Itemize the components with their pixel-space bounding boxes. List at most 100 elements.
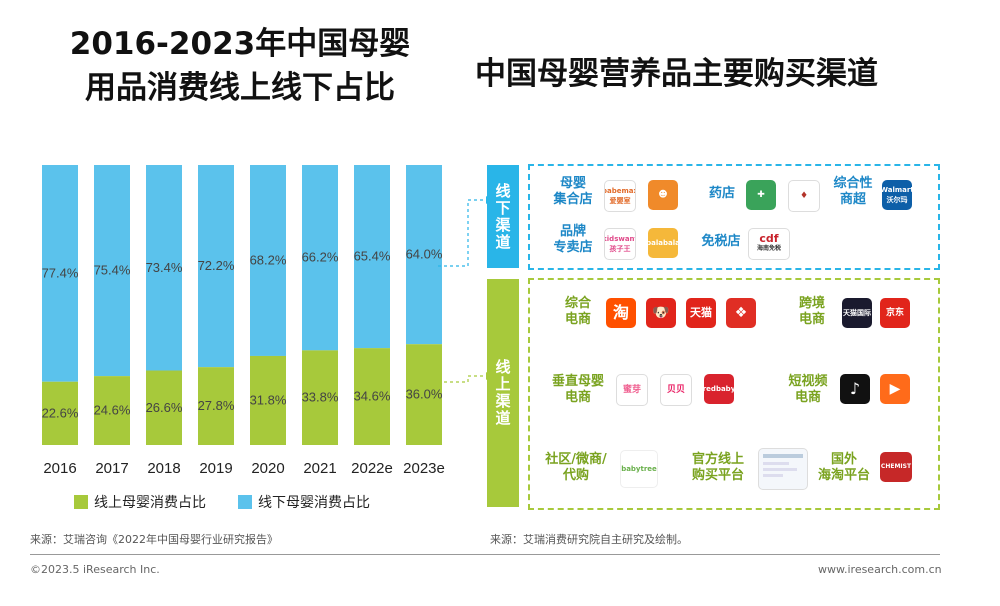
babytree-logo-text: babytree: [621, 465, 657, 473]
cat-label: 免税店: [701, 234, 741, 249]
bar-offline-2020: [250, 165, 286, 356]
taobao-logo-text: 淘: [612, 303, 629, 322]
offline-channel-box: [528, 164, 940, 270]
cat-label: 综合性: [833, 176, 873, 191]
cat-label: 海淘平台: [817, 468, 870, 483]
bar-online-2021: [302, 350, 338, 445]
walmart-logo: Walmart 沃尔玛: [882, 180, 912, 210]
label-offline-2017: 75.4%: [94, 263, 131, 278]
x-tick-2023e: 2023e: [403, 460, 445, 477]
bar-online-2018: [146, 370, 182, 445]
footer-copyright: ©2023.5 iResearch Inc.: [30, 563, 160, 576]
stacked-bar-chart: 77.4% 22.6% 2016 75.4% 24.6% 2017 73.4% 26.6% 20…: [42, 165, 445, 477]
babemax-logo-text: babemax 爱婴室: [605, 187, 636, 205]
cat-vertical-ecommerce: 垂直母婴 电商: [546, 374, 610, 406]
cat-label: 综合: [564, 296, 591, 311]
tmall-global-logo: 天猫国际: [842, 298, 872, 328]
x-tick-2016: 2016: [43, 460, 76, 477]
douyin-icon: ♪: [840, 374, 870, 404]
cat-label: 商超: [839, 192, 866, 207]
bar-online-2020: [250, 355, 286, 445]
source-left: 来源：艾瑞咨询《2022年中国母婴行业研究报告》: [30, 533, 278, 546]
source-right: 来源：艾瑞消费研究院自主研究及绘制。: [490, 533, 688, 546]
cat-label: 集合店: [553, 192, 593, 207]
offline-channel-label: 线下渠道: [487, 165, 519, 268]
bar-offline-2022e: [354, 165, 390, 349]
pharmacy-logo-1: ✚: [746, 180, 776, 210]
bar-offline-2019: [198, 165, 234, 368]
cat-label: 电商: [794, 390, 821, 405]
online-channel-label: 线上渠道: [487, 279, 519, 507]
walmart-logo-text: Walmart 沃尔玛: [882, 186, 912, 204]
tmall-logo-text: 天猫: [690, 306, 712, 319]
kidswant-logo-text: kidswant 孩子王: [605, 235, 636, 253]
cat-pharmacy: 药店: [702, 186, 742, 202]
label-online-2021: 33.8%: [302, 390, 339, 405]
x-tick-2019: 2019: [199, 460, 232, 477]
x-tick-2021: 2021: [303, 460, 336, 477]
cat-supermarket: 综合性 商超: [826, 176, 880, 208]
cat-label: 垂直母婴: [551, 374, 604, 389]
label-online-2022e: 34.6%: [354, 389, 391, 404]
beibei-logo-text: 贝贝: [666, 385, 685, 395]
mia-logo: 蜜芽: [616, 374, 648, 406]
label-offline-2020: 68.2%: [250, 252, 287, 267]
legend-swatch-offline: [238, 495, 252, 509]
cat-label: 购买平台: [691, 468, 744, 483]
cdf-logo: cdf 海南免税: [748, 228, 790, 260]
bar-online-2019: [198, 367, 234, 445]
babytree-logo: babytree: [620, 450, 658, 488]
bar-offline-2018: [146, 165, 182, 371]
cat-community: 社区/微商/ 代购: [538, 452, 614, 484]
jd-global-logo: 京东: [880, 298, 910, 328]
label-offline-2019: 72.2%: [198, 258, 235, 273]
label-online-2023e: 36.0%: [406, 387, 443, 402]
bar-offline-2023e: [406, 165, 442, 345]
left-title: 2016-2023年中国母婴 用品消费线上线下占比: [30, 22, 450, 110]
cat-label: 母婴: [559, 176, 586, 191]
cat-label: 社区/微商/: [545, 452, 607, 467]
bar-online-2022e: [354, 348, 390, 445]
cat-label: 品牌: [559, 224, 586, 239]
label-offline-2018: 73.4%: [146, 260, 183, 275]
label-online-2018: 26.6%: [146, 400, 183, 415]
label-offline-2023e: 64.0%: [406, 247, 443, 262]
cat-label: 代购: [562, 468, 589, 483]
cat-overseas: 国外 海淘平台: [814, 452, 874, 484]
x-tick-2022e: 2022e: [351, 460, 393, 477]
legend-item-offline: 线下母婴消费占比: [238, 492, 370, 512]
chart-legend: 线上母婴消费占比 线下母婴消费占比: [74, 492, 394, 512]
footer-url: www.iresearch.com.cn: [818, 563, 942, 576]
cat-label: 跨境: [798, 296, 825, 311]
connector-lines: [438, 196, 490, 383]
bar-offline-2021: [302, 165, 338, 351]
cat-label: 电商: [564, 312, 591, 327]
cat-short-video: 短视频 电商: [782, 374, 834, 406]
x-tick-2017: 2017: [95, 460, 128, 477]
kuaishou-icon: ▶: [880, 374, 910, 404]
cat-label: 官方线上: [691, 452, 744, 467]
pharmacy-logo-2: ♦: [788, 180, 820, 212]
label-online-2016: 22.6%: [42, 405, 79, 420]
cdf-logo-text: cdf: [759, 232, 779, 245]
cat-duty-free: 免税店: [696, 234, 746, 250]
beibei-logo: 贝贝: [660, 374, 692, 406]
legend-label-online: 线上母婴消费占比: [94, 495, 206, 511]
right-title: 中国母婴营养品主要购买渠道: [475, 56, 878, 92]
kidswant-logo: kidswant 孩子王: [604, 228, 636, 260]
bar-online-2023e: [406, 344, 442, 445]
bar-offline-2016: [42, 165, 78, 382]
cat-label: 短视频: [788, 374, 828, 389]
cat-brand-store: 品牌 专卖店: [548, 224, 598, 256]
cat-official-online: 官方线上 购买平台: [684, 452, 752, 484]
legend-item-online: 线上母婴消费占比: [74, 492, 206, 512]
chemist-logo-text: CHEMIST: [880, 463, 912, 470]
aiyingshi-icon: ☻: [648, 180, 678, 210]
chemist-warehouse-logo: CHEMIST: [880, 452, 912, 482]
redbaby-logo: redbaby: [704, 374, 734, 404]
babemax-logo: babemax 爱婴室: [604, 180, 636, 212]
label-online-2020: 31.8%: [250, 392, 287, 407]
x-tick-2018: 2018: [147, 460, 180, 477]
cdf-logo-subtext: 海南免税: [756, 245, 781, 252]
footer-divider: [30, 554, 940, 555]
